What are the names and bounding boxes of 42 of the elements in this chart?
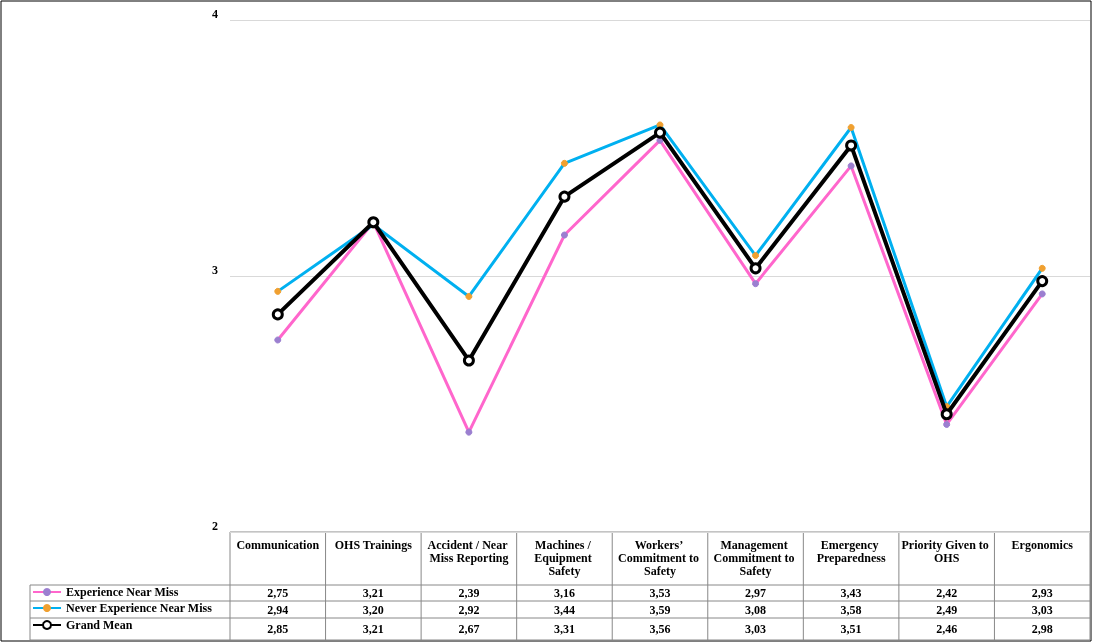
x-tick-label: Emergency Preparedness (816, 537, 886, 565)
data-label: 3,03 (1031, 602, 1053, 617)
data-label: 3,58 (840, 602, 862, 617)
data-label: 2,97 (745, 586, 767, 600)
x-tick-label: Machines / Equipment Safety (534, 537, 595, 578)
y-tick-label: 2 (212, 519, 218, 533)
data-label: 3,44 (553, 602, 575, 617)
data-label: 2,42 (936, 586, 958, 600)
y-tick-label: 4 (212, 7, 218, 21)
data-label: 2,39 (458, 586, 480, 600)
x-tick-label: Management Commitment to Safety (713, 537, 798, 578)
data-label: 2,49 (936, 602, 958, 617)
data-label: 3,56 (649, 622, 671, 636)
data-label: 3,43 (840, 586, 862, 600)
data-label: 3,53 (649, 586, 671, 600)
data-label: 3,31 (553, 622, 575, 636)
data-label: 3,08 (745, 602, 767, 617)
data-label: 3,03 (745, 622, 767, 636)
data-label: 3,51 (840, 622, 862, 636)
data-label: 2,92 (458, 602, 480, 617)
data-label: 2,46 (936, 622, 958, 636)
x-tick-label: OHS Trainings (334, 537, 413, 552)
data-label: 2,94 (267, 602, 289, 617)
x-tick-label: Communication (236, 537, 320, 552)
x-tick-label: Accident / Near Miss Reporting (427, 537, 511, 565)
data-label: 2,85 (267, 622, 289, 636)
legend-label: Grand Mean (66, 618, 133, 632)
legend-label: Experience Near Miss (66, 585, 179, 599)
data-label: 2,98 (1031, 622, 1053, 636)
y-tick-label: 3 (212, 263, 218, 277)
data-label: 3,21 (362, 622, 384, 636)
x-tick-label: Ergonomics (1011, 537, 1074, 552)
data-label: 2,67 (458, 622, 480, 636)
data-label: 3,16 (553, 586, 575, 600)
data-label: 3,59 (649, 602, 671, 617)
data-label: 3,21 (362, 586, 384, 600)
data-label: 2,75 (267, 586, 289, 600)
x-tick-label: Workers’ Commitment to Safety (618, 537, 702, 578)
data-label: 2,93 (1031, 586, 1053, 600)
x-tick-label: Priority Given to OHS (901, 537, 992, 565)
legend-label: Never Experience Near Miss (66, 601, 213, 615)
data-label: 3,20 (362, 602, 384, 617)
